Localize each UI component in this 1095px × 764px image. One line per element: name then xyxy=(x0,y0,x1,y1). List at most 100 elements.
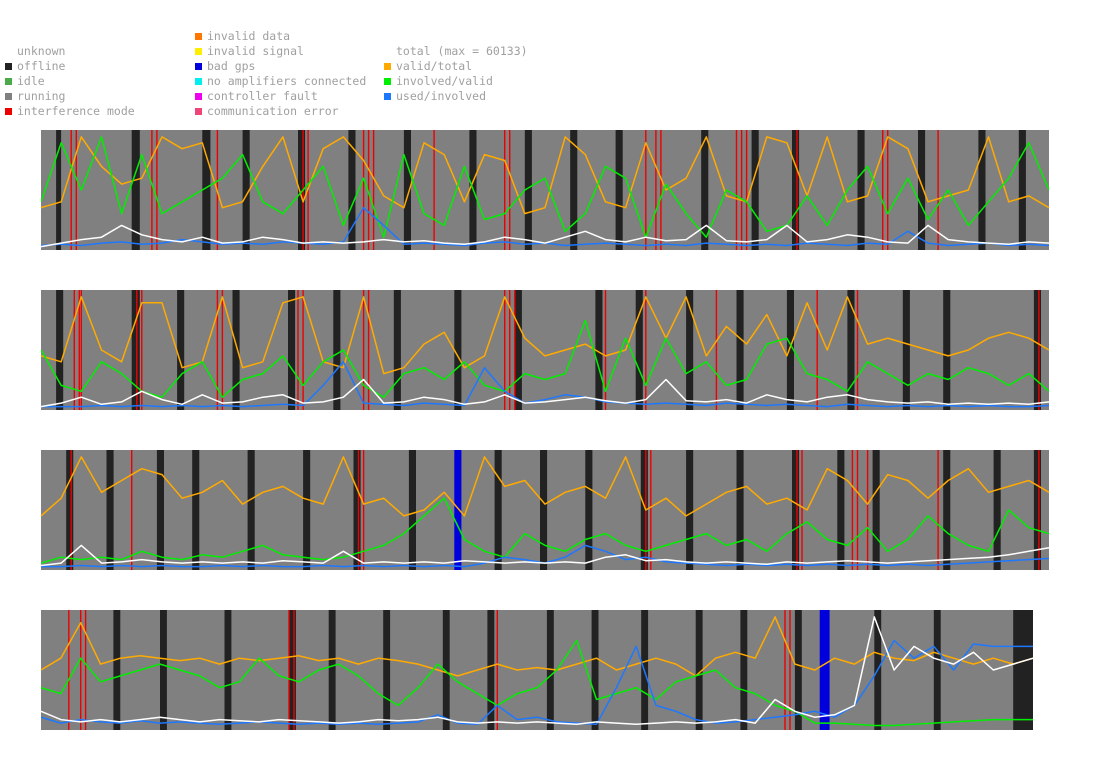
series-line-involved-valid xyxy=(41,319,1049,398)
legend-swatch xyxy=(5,78,12,85)
legend-swatch xyxy=(195,93,202,100)
status-band xyxy=(487,610,495,730)
series-line-total xyxy=(41,224,1049,248)
series-line-used-involved xyxy=(41,361,1049,408)
status-band xyxy=(792,130,800,250)
status-band xyxy=(56,130,62,250)
status-band xyxy=(591,610,599,730)
status-band xyxy=(1018,130,1026,250)
status-band xyxy=(570,130,578,250)
legend-item: bad gps xyxy=(207,59,256,73)
status-band xyxy=(686,450,694,570)
status-band xyxy=(202,130,211,250)
status-band xyxy=(113,610,121,730)
legend-item: used/involved xyxy=(396,89,487,103)
status-band xyxy=(872,450,880,570)
status-band xyxy=(514,290,522,410)
status-band xyxy=(546,610,554,730)
series-line-valid-total xyxy=(41,136,1049,215)
series-line-involved-valid xyxy=(41,136,1049,238)
series-line-total xyxy=(41,378,1049,408)
status-band xyxy=(232,290,240,410)
status-band xyxy=(156,450,164,570)
legend-swatch xyxy=(384,78,391,85)
legend-item: offline xyxy=(17,59,66,73)
legend-swatch xyxy=(5,93,12,100)
legend-item: idle xyxy=(17,74,45,88)
status-band xyxy=(442,610,450,730)
status-band xyxy=(224,610,232,730)
status-band xyxy=(695,610,703,730)
status-band xyxy=(1013,610,1033,730)
status-band xyxy=(736,290,744,410)
status-band xyxy=(289,610,296,730)
status-band xyxy=(348,130,356,250)
status-band xyxy=(585,450,593,570)
status-band xyxy=(640,450,648,570)
status-band xyxy=(819,610,830,730)
status-band xyxy=(403,130,411,250)
status-band xyxy=(736,450,744,570)
status-band xyxy=(333,290,341,410)
legend-swatch xyxy=(195,78,202,85)
status-band xyxy=(247,450,255,570)
status-band xyxy=(837,450,845,570)
status-band xyxy=(902,290,910,410)
status-band xyxy=(298,130,306,250)
panel-background xyxy=(41,610,1033,730)
legend-item: unknown xyxy=(17,44,66,58)
status-band xyxy=(857,130,865,250)
legend-swatch xyxy=(195,63,202,70)
status-band xyxy=(595,290,603,410)
series-line-involved-valid xyxy=(41,639,1033,727)
status-band xyxy=(943,290,951,410)
legend-item: invalid data xyxy=(207,29,291,43)
status-band xyxy=(192,450,200,570)
legend-swatch xyxy=(384,93,391,100)
series-line-valid-total xyxy=(41,456,1049,517)
legend-swatch xyxy=(384,63,391,70)
status-band xyxy=(454,290,462,410)
status-band xyxy=(353,450,361,570)
panel-background xyxy=(41,130,1049,250)
status-band xyxy=(794,610,802,730)
legend-item: invalid signal xyxy=(207,44,304,58)
legend-item: running xyxy=(17,89,66,103)
series-line-total xyxy=(41,616,1033,726)
series-line-valid-total xyxy=(41,296,1049,375)
legend-item: no amplifiers connected xyxy=(207,74,367,88)
panel-background xyxy=(41,290,1049,410)
status-band xyxy=(1033,290,1041,410)
status-band xyxy=(786,290,794,410)
status-band xyxy=(540,450,548,570)
status-band xyxy=(383,610,391,730)
status-band xyxy=(131,130,140,250)
legend-item: interference mode xyxy=(17,104,135,118)
legend-item: communication error xyxy=(207,104,339,118)
status-band xyxy=(751,130,759,250)
status-band xyxy=(160,610,167,730)
status-band xyxy=(393,290,401,410)
status-band xyxy=(454,450,462,570)
status-band xyxy=(56,290,64,410)
status-band xyxy=(701,130,709,250)
status-band xyxy=(978,130,986,250)
status-band xyxy=(615,130,623,250)
legend-swatch xyxy=(195,108,202,115)
chart-panel-3 xyxy=(41,450,1049,570)
legend-swatch xyxy=(195,48,202,55)
status-band xyxy=(740,610,748,730)
legend-item: controller fault xyxy=(207,89,318,103)
status-band xyxy=(943,450,951,570)
series-line-used-involved xyxy=(41,639,1033,726)
status-band xyxy=(131,290,140,410)
chart-panel-1 xyxy=(41,130,1049,250)
legend-swatch xyxy=(5,108,12,115)
status-band xyxy=(106,450,114,570)
status-band xyxy=(918,130,926,250)
status-band xyxy=(847,290,855,410)
legend-swatch xyxy=(5,48,12,55)
status-band xyxy=(635,290,643,410)
series-line-involved-valid xyxy=(41,497,1049,564)
status-band xyxy=(686,290,694,410)
